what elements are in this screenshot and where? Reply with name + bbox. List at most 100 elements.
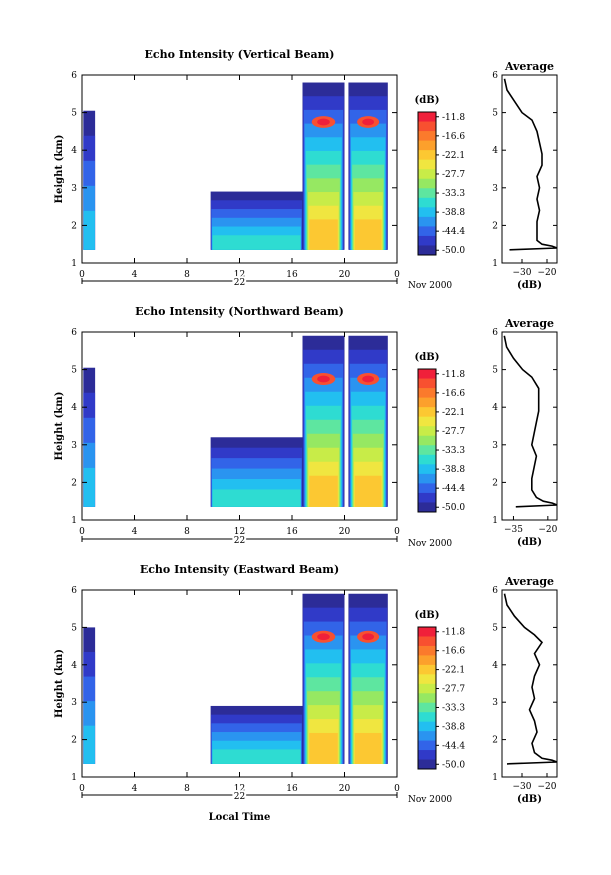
colorbar-label: -50.0: [442, 503, 465, 513]
colorbar-swatch: [418, 483, 436, 494]
y-tick-label: 4: [71, 661, 77, 671]
colorbar-swatch: [418, 712, 436, 723]
colorbar: (dB)-11.8 -16.6 -22.1 -27.7 -33.3 -38.8 -44.4 -…: [415, 610, 466, 770]
colorbar-swatch: [418, 369, 436, 380]
colorbar-unit: (dB): [415, 610, 440, 621]
colorbar-label: -16.6: [442, 647, 465, 657]
colorbar-label: -22.1: [442, 408, 465, 418]
echo-layer: [83, 467, 95, 507]
colorbar-swatch: [418, 636, 436, 647]
x-axis-label: Local Time: [209, 812, 271, 823]
colorbar-frame: [417, 368, 437, 513]
y-tick-label: 3: [71, 441, 77, 451]
average-title: Average: [504, 60, 554, 73]
avg-y-tick-label: 6: [492, 586, 498, 596]
echo-layer: [212, 235, 301, 250]
colorbar-swatch: [418, 627, 436, 637]
x-tick-label: 16: [286, 270, 298, 280]
colorbar-swatch: [418, 664, 436, 675]
avg-y-tick-label: 4: [492, 146, 498, 156]
avg-y-tick-label: 3: [492, 698, 498, 708]
avg-y-tick-label: 1: [492, 259, 498, 269]
colorbar-label: -50.0: [442, 760, 465, 770]
echo-region: [83, 627, 96, 764]
colorbar-label: -27.7: [442, 427, 465, 437]
colorbar-label: -16.6: [442, 389, 465, 399]
y-tick-label: 4: [71, 146, 77, 156]
y-tick-label: 6: [71, 328, 77, 338]
echo-layer: [83, 210, 95, 250]
x-tick-label: 20: [339, 527, 351, 537]
colorbar-label: -27.7: [442, 685, 465, 695]
avg-x-tick-label: −20: [538, 782, 557, 792]
colorbar-swatch: [418, 169, 436, 180]
avg-y-tick-label: 2: [492, 736, 498, 746]
colorbar-swatch: [418, 750, 436, 761]
x-tick-label: 0: [79, 270, 85, 280]
echo-field: [83, 335, 388, 507]
y-tick-label: 1: [71, 773, 77, 783]
bright-band-core: [317, 633, 330, 641]
x-tick-label: 12: [234, 270, 245, 280]
average-profile-line: [503, 78, 558, 251]
average-title: Average: [504, 575, 554, 588]
echo-region: [348, 82, 388, 250]
avg-y-tick-label: 2: [492, 221, 498, 231]
colorbar: (dB)-11.8 -16.6 -22.1 -27.7 -33.3 -38.8 -44.4 -…: [415, 352, 466, 513]
bright-band-core: [317, 375, 330, 383]
avg-y-tick-label: 6: [492, 328, 498, 338]
colorbar-swatch: [418, 397, 436, 408]
avg-y-tick-label: 2: [492, 478, 498, 488]
colorbar-label: -27.7: [442, 170, 465, 180]
echo-region: [348, 335, 388, 507]
colorbar-swatch: [418, 426, 436, 437]
chart-title: Echo Intensity (Eastward Beam): [140, 563, 339, 576]
average-frame: [501, 589, 558, 778]
avg-x-label: (dB): [517, 537, 542, 548]
colorbar-swatch: [418, 674, 436, 685]
y-tick-label: 2: [71, 478, 77, 488]
avg-y-tick-label: 4: [492, 661, 498, 671]
average-profile: Average 1 2 3 4 5 6 −30 −20 (dB): [492, 60, 558, 291]
x-tick-label: 4: [132, 527, 138, 537]
colorbar-swatch: [418, 655, 436, 666]
colorbar-swatch: [418, 159, 436, 170]
avg-x-tick-label: −30: [513, 268, 532, 278]
y-axis-label: Height (km): [54, 649, 65, 718]
colorbar-label: -38.8: [442, 722, 465, 732]
colorbar-swatch: [418, 740, 436, 751]
date-day-label: 22: [234, 792, 245, 802]
colorbar-swatch: [418, 131, 436, 142]
y-tick-label: 2: [71, 221, 77, 231]
colorbar-swatch: [418, 245, 436, 256]
echo-layer: [309, 475, 338, 507]
average-profile: Average 1 2 3 4 5 6 −30 −20 (dB): [492, 575, 558, 805]
colorbar-swatch: [418, 216, 436, 227]
avg-y-tick-label: 1: [492, 516, 498, 526]
x-tick-label: 8: [184, 270, 190, 280]
x-tick-label: 8: [184, 784, 190, 794]
colorbar-swatch: [418, 235, 436, 246]
colorbar-label: -33.3: [442, 703, 465, 713]
chart-title: Echo Intensity (Northward Beam): [135, 305, 344, 318]
colorbar-label: -50.0: [442, 246, 465, 256]
y-axis-label: Height (km): [54, 135, 65, 204]
x-tick-label: 16: [286, 527, 298, 537]
y-tick-label: 2: [71, 736, 77, 746]
colorbar-swatch: [418, 721, 436, 732]
colorbar: (dB)-11.8 -16.6 -22.1 -27.7 -33.3 -38.8 -44.4 -…: [415, 95, 466, 256]
x-tick-label: 12: [234, 784, 245, 794]
echo-layer: [309, 732, 338, 764]
echo-layer: [354, 732, 382, 764]
colorbar-swatch: [418, 683, 436, 694]
average-profile-line: [503, 335, 558, 508]
x-tick-label: 0: [79, 784, 85, 794]
avg-y-tick-label: 6: [492, 71, 498, 81]
y-tick-label: 6: [71, 586, 77, 596]
colorbar-label: -22.1: [442, 151, 465, 161]
date-label: Nov 2000: [408, 795, 452, 805]
avg-y-tick-label: 4: [492, 403, 498, 413]
y-tick-label: 3: [71, 184, 77, 194]
bright-band-core: [362, 375, 375, 383]
